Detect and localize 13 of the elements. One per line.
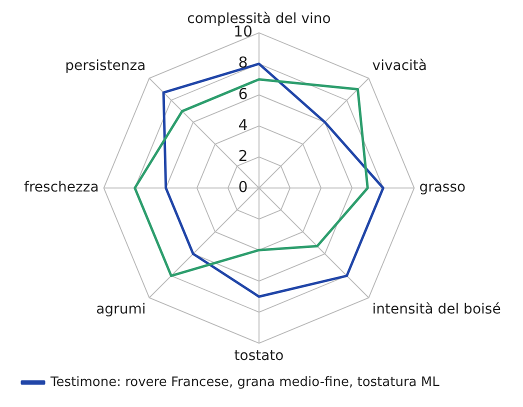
y-tick-label: 8 bbox=[238, 54, 248, 72]
y-tick-label: 0 bbox=[238, 178, 248, 196]
spoke-label: freschezza bbox=[24, 180, 99, 196]
y-tick-label: 6 bbox=[238, 84, 248, 103]
spoke-label: vivacità bbox=[372, 58, 427, 74]
spoke-label: intensità del boisé bbox=[372, 301, 501, 318]
y-tick-label: 4 bbox=[238, 116, 248, 134]
legend-label: Testimone: rovere Francese, grana medio-fine, tostatura ML bbox=[50, 374, 440, 390]
spoke-label: persistenza bbox=[65, 58, 146, 74]
spoke-label: agrumi bbox=[96, 301, 146, 318]
spoke-label: grasso bbox=[419, 180, 466, 196]
y-tick-label: 2 bbox=[238, 146, 248, 165]
spoke-label: tostato bbox=[234, 348, 284, 364]
